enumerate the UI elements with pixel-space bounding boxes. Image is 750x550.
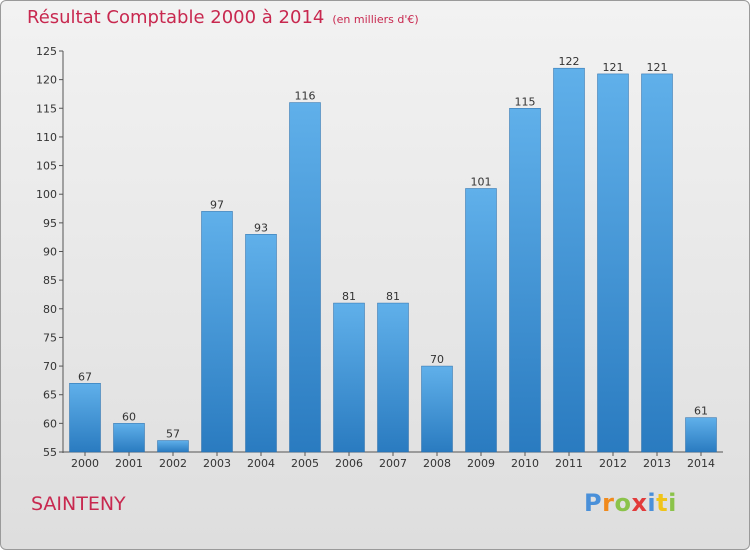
bar	[113, 423, 145, 453]
bar	[377, 302, 409, 453]
y-tick-label: 95	[43, 217, 57, 230]
x-tick-label: 2001	[115, 457, 143, 470]
bar	[157, 440, 189, 453]
chart-bars: 67 60 57 97 93 116 81 81 70 101 115 122 121 121 61	[69, 55, 717, 453]
bar	[553, 67, 585, 453]
bar-value-label: 81	[386, 290, 400, 303]
brand-letter: r	[602, 489, 615, 517]
bar-value-label: 67	[78, 370, 92, 383]
x-tick-label: 2002	[159, 457, 187, 470]
x-tick-label: 2007	[379, 457, 407, 470]
bar	[421, 365, 453, 453]
y-tick-label: 75	[43, 331, 57, 344]
x-tick-label: 2006	[335, 457, 363, 470]
bar-value-label: 122	[559, 55, 580, 68]
bar	[509, 108, 541, 453]
x-tick-label: 2009	[467, 457, 495, 470]
y-tick-label: 125	[36, 45, 57, 58]
y-tick-label: 100	[36, 188, 57, 201]
x-tick-label: 2005	[291, 457, 319, 470]
bar-value-label: 61	[694, 405, 708, 418]
brand-letter: P	[584, 489, 603, 517]
bar-value-label: 70	[430, 353, 444, 366]
brand-letter: i	[668, 489, 677, 517]
x-tick-label: 2012	[599, 457, 627, 470]
bar-value-label: 97	[210, 198, 224, 211]
brand-logo: Proxiti	[584, 489, 677, 517]
commune-name: SAINTENY	[31, 493, 126, 515]
x-tick-label: 2011	[555, 457, 583, 470]
bar-value-label: 101	[471, 175, 492, 188]
bar-value-label: 121	[603, 61, 624, 74]
bar-value-label: 57	[166, 428, 180, 441]
brand-letter: x	[631, 489, 648, 517]
y-tick-label: 60	[43, 417, 57, 430]
x-tick-label: 2014	[687, 457, 715, 470]
bar	[201, 211, 233, 453]
y-tick-label: 70	[43, 360, 57, 373]
y-tick-label: 120	[36, 74, 57, 87]
y-tick-label: 55	[43, 446, 57, 459]
y-tick-label: 90	[43, 246, 57, 259]
brand-letter: o	[614, 489, 632, 517]
y-tick-label: 105	[36, 160, 57, 173]
x-tick-label: 2013	[643, 457, 671, 470]
y-tick-label: 110	[36, 131, 57, 144]
x-tick-label: 2003	[203, 457, 231, 470]
brand-letter: t	[656, 489, 669, 517]
bar	[289, 102, 321, 453]
x-tick-label: 2010	[511, 457, 539, 470]
y-tick-label: 115	[36, 102, 57, 115]
bar	[597, 73, 629, 453]
bar-value-label: 60	[122, 410, 136, 423]
chart-title: Résultat Comptable 2000 à 2014 (en millie…	[27, 7, 419, 28]
brand-letter: i	[647, 489, 657, 517]
bar	[69, 383, 101, 453]
chart-subtitle: (en milliers d'€)	[332, 13, 419, 26]
y-tick-label: 85	[43, 274, 57, 287]
bar	[685, 417, 717, 453]
bar-value-label: 121	[647, 61, 668, 74]
bar-value-label: 116	[295, 90, 316, 103]
y-tick-label: 80	[43, 303, 57, 316]
bar	[641, 73, 673, 453]
bar	[245, 234, 277, 453]
x-tick-label: 2008	[423, 457, 451, 470]
x-tick-label: 2004	[247, 457, 275, 470]
x-tick-label: 2000	[71, 457, 99, 470]
bar	[333, 302, 365, 453]
bar-value-label: 115	[515, 95, 536, 108]
chart-title-text: Résultat Comptable 2000 à 2014	[27, 7, 325, 28]
bar-value-label: 93	[254, 221, 268, 234]
bar-value-label: 81	[342, 290, 356, 303]
bar	[465, 188, 497, 453]
y-tick-label: 65	[43, 389, 57, 402]
